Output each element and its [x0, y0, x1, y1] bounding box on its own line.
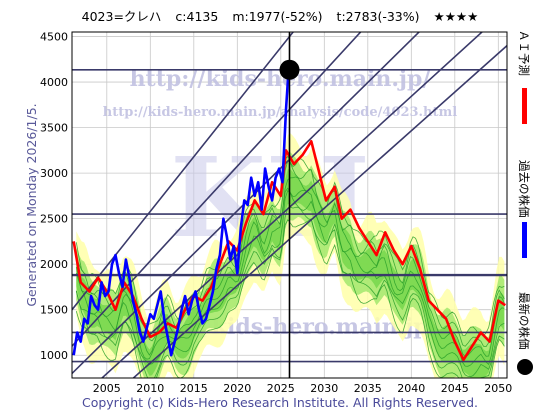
band-middle: [76, 152, 505, 378]
copyright-text: Copyright (c) Kids-Hero Research Institu…: [81, 395, 479, 410]
close-price: c:4135: [175, 9, 219, 24]
legend-past-mark: [522, 222, 527, 258]
y-tick-label-1: 1500: [40, 304, 68, 317]
x-tick-label-3: 2020: [223, 382, 251, 395]
x-tick-label-0: 2005: [93, 382, 121, 395]
band-line-4: [75, 176, 505, 358]
band-line-0: [75, 218, 505, 378]
x-tick-label-1: 2010: [136, 382, 164, 395]
generated-date-text: Generated on Monday 2026/1/5.: [24, 103, 39, 307]
y-tick-label-5: 3500: [40, 122, 68, 135]
watermark-url-analysis: http://kids-hero.main.jp/analysis/code/4…: [103, 105, 458, 120]
y-tick-label-4: 3000: [40, 167, 68, 180]
x-tick-label-5: 2030: [310, 382, 338, 395]
chart-header: 4023=クレハ c:4135 m:1977(-52%) t:2783(-33%…: [0, 6, 560, 25]
latest-price-dot: [279, 59, 300, 80]
x-tick-label-9: 2050: [484, 382, 512, 395]
legend-past-label: 過去の株価: [517, 160, 531, 218]
latest-layer: [279, 32, 300, 378]
y-tick-label-7: 4500: [40, 31, 68, 44]
x-tick-label-8: 2045: [441, 382, 469, 395]
legend-latest-mark: [517, 359, 533, 375]
x-tick-label-6: 2035: [354, 382, 382, 395]
stock-code-name: 4023=クレハ: [81, 9, 162, 24]
band-line-3: [75, 187, 505, 367]
legend-ai-label: ＡＩ予測: [517, 30, 531, 76]
legend-latest-label: 最新の株価: [517, 292, 531, 350]
axis-ticks: 2005 2010 2015 2020 2025 2030 2035 2040 2045 2050…: [40, 31, 512, 395]
x-tick-label-7: 2040: [397, 382, 425, 395]
y-tick-label-0: 1000: [40, 349, 68, 362]
x-tick-label-4: 2025: [267, 382, 295, 395]
rating-stars: ★★★★: [433, 9, 479, 24]
target-price: t:2783(-33%): [336, 9, 420, 24]
y-tick-label-2: 2000: [40, 258, 68, 271]
y-tick-label-3: 2500: [40, 213, 68, 226]
x-tick-label-2: 2015: [180, 382, 208, 395]
legend-ai-mark: [522, 88, 527, 124]
y-tick-label-6: 4000: [40, 76, 68, 89]
min-price: m:1977(-52%): [232, 9, 323, 24]
series-past-price: [72, 69, 290, 357]
legend-marks: [517, 88, 533, 375]
